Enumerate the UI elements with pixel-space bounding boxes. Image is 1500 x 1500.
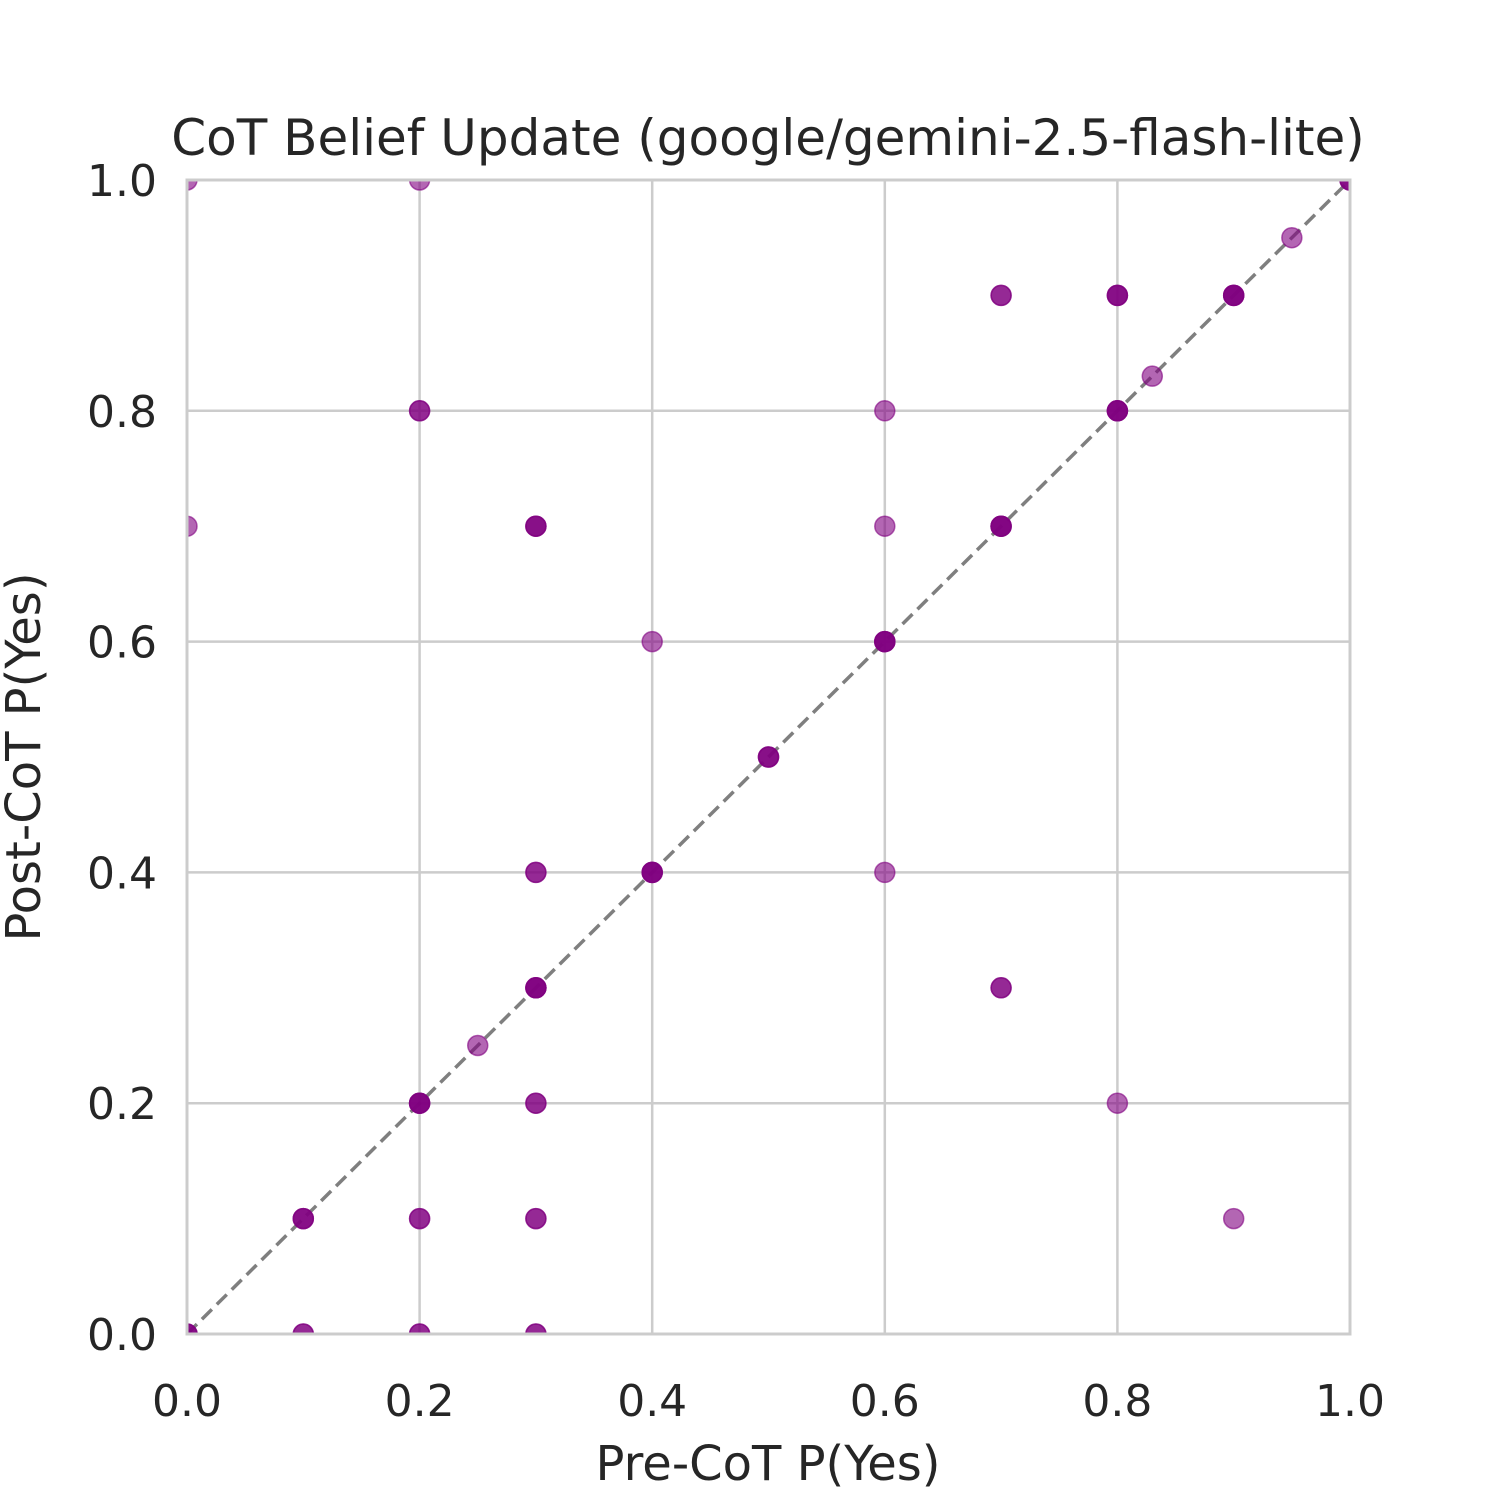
data-point	[408, 180, 431, 191]
plot-frame	[185, 178, 1352, 1336]
x-tick-label: 0.4	[617, 1376, 687, 1427]
data-point	[874, 515, 896, 537]
data-point	[525, 977, 547, 999]
x-tick-label: 0.2	[385, 1376, 455, 1427]
data-point	[187, 515, 198, 537]
data-point	[1106, 284, 1129, 307]
x-tick-label: 1.0	[1315, 1376, 1385, 1427]
y-tick-labels: 0.0 0.2 0.4 0.6 0.8 1.0	[87, 156, 157, 1361]
data-point	[525, 1092, 547, 1114]
y-tick-label: 1.0	[87, 156, 157, 207]
x-tick-labels: 0.0 0.2 0.4 0.6 0.8 1.0	[152, 1376, 1385, 1427]
data-point	[874, 630, 896, 653]
data-point	[1222, 284, 1245, 307]
y-tick-label: 0.6	[87, 618, 157, 669]
data-point	[408, 1092, 431, 1114]
y-tick-label: 0.0	[87, 1310, 157, 1361]
data-point	[641, 630, 663, 653]
x-tick-label: 0.0	[152, 1376, 222, 1427]
data-point	[990, 515, 1012, 537]
y-tick-label: 0.4	[87, 848, 157, 899]
x-tick-label: 0.6	[850, 1376, 920, 1427]
data-point	[525, 1323, 547, 1334]
data-point	[187, 1323, 198, 1334]
data-point	[757, 746, 780, 768]
data-point	[187, 180, 198, 191]
data-point	[1339, 180, 1350, 191]
data-point	[874, 861, 896, 884]
data-point	[641, 861, 663, 884]
data-point	[525, 1207, 547, 1230]
data-point	[1106, 1092, 1129, 1114]
data-points	[187, 180, 1350, 1334]
data-point	[408, 1323, 431, 1334]
data-point	[408, 400, 431, 422]
data-point	[1222, 1207, 1245, 1230]
x-axis-label: Pre-CoT P(Yes)	[596, 1436, 941, 1492]
data-point	[525, 861, 547, 884]
data-point	[1281, 226, 1303, 249]
chart-title: CoT Belief Update (google/gemini-2.5-fla…	[171, 109, 1365, 167]
data-point	[1141, 365, 1164, 387]
data-point	[408, 1207, 431, 1230]
data-point	[990, 284, 1012, 307]
y-tick-label: 0.2	[87, 1079, 157, 1130]
y-tick-label: 0.8	[87, 387, 157, 438]
data-point	[874, 400, 896, 422]
data-point	[990, 977, 1012, 999]
data-point	[1106, 400, 1129, 422]
data-point	[292, 1323, 315, 1334]
data-point	[467, 1034, 489, 1057]
data-point	[292, 1207, 315, 1230]
x-tick-label: 0.8	[1082, 1376, 1152, 1427]
y-axis-label: Post-CoT P(Yes)	[0, 572, 52, 941]
data-point	[525, 515, 547, 537]
